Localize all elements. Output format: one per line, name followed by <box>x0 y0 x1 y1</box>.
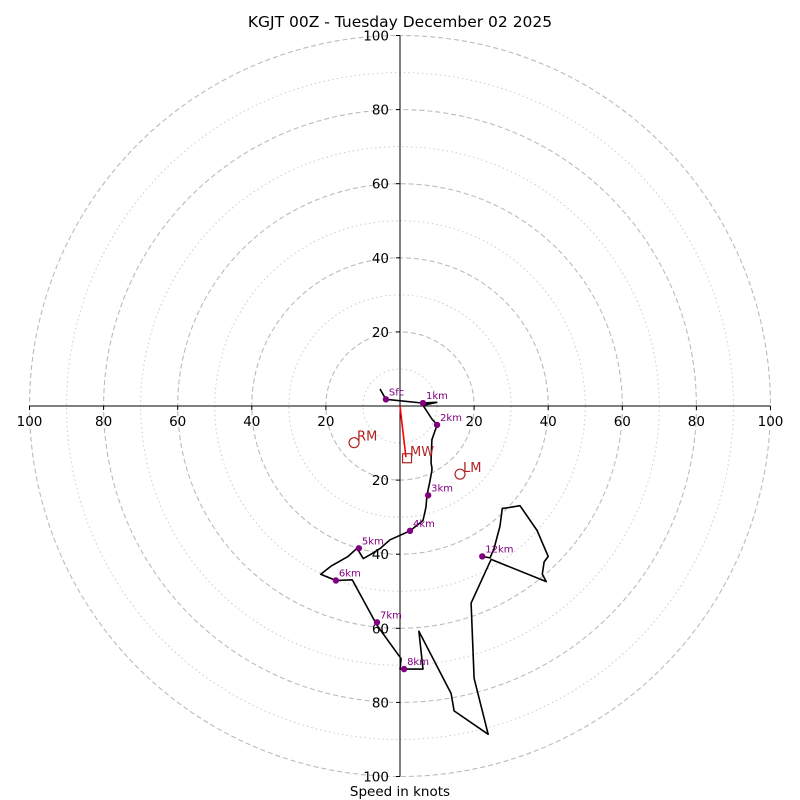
x-tick-label: 80 <box>95 414 112 430</box>
storm-motion-circle-marker <box>454 468 466 480</box>
height-marker-dot <box>424 492 432 499</box>
y-tick-label: 40 <box>372 251 389 267</box>
x-axis-label: Speed in knots <box>350 784 450 800</box>
height-marker-label: 8km <box>407 657 429 668</box>
shear-vector-layer <box>399 405 407 458</box>
storm-motion-label: LM <box>463 461 481 476</box>
y-tick-label: 80 <box>372 695 389 711</box>
storm-motion-label: MW <box>410 445 434 460</box>
tick-labels: 100 80 60 40 20 20 40 60 80 100100806040202040608… <box>17 29 784 786</box>
height-marker-dot <box>419 399 427 407</box>
x-tick-label: 40 <box>243 414 260 430</box>
x-tick-label: 60 <box>169 414 186 430</box>
x-tick-label: 80 <box>688 414 705 430</box>
x-tick-label: 40 <box>540 414 557 430</box>
x-tick-label: 20 <box>317 414 334 430</box>
storm-motion-square-marker <box>401 453 413 464</box>
height-marker-label: Sfc <box>389 387 404 398</box>
y-tick-label: 60 <box>372 177 389 193</box>
storm-motion-circle-marker <box>348 437 360 449</box>
height-marker-label: 2km <box>440 413 462 424</box>
y-tick-label: 100 <box>363 770 389 786</box>
height-marker-dot <box>332 577 340 584</box>
height-marker-label: 12km <box>485 544 513 555</box>
height-marker-label: 6km <box>339 569 361 580</box>
height-marker-label: 4km <box>413 519 435 530</box>
wind-trace <box>319 388 550 736</box>
x-tick-label: 20 <box>466 414 483 430</box>
height-marker-dot <box>479 553 486 560</box>
y-tick-label: 20 <box>372 473 389 489</box>
x-tick-label: 60 <box>614 414 631 430</box>
storm-motion-label: RM <box>357 430 377 445</box>
hodograph-trace-line <box>319 388 550 736</box>
height-marker-dot <box>373 619 381 626</box>
y-tick-label: 100 <box>363 29 389 45</box>
height-marker-dot <box>355 545 363 552</box>
chart-title: KGJT 00Z - Tuesday December 02 2025 <box>248 13 552 31</box>
height-marker-dot <box>433 421 441 429</box>
height-marker-label: 5km <box>362 536 384 547</box>
height-marker-dot <box>382 396 390 403</box>
y-tick-label: 40 <box>372 547 389 563</box>
x-tick-label: 100 <box>758 414 784 430</box>
y-tick-label: 80 <box>372 103 389 119</box>
height-marker-label: 7km <box>380 610 402 621</box>
x-tick-label: 100 <box>17 414 43 430</box>
height-marker-label: 1km <box>426 391 448 402</box>
height-marker-label: 3km <box>431 483 453 494</box>
storm-motion-markers: RM LM MW <box>348 430 481 480</box>
y-tick-label: 20 <box>372 325 389 341</box>
height-markers: Sfc 1km 2km 3km 4km 5km 6km 7km 8km 12km <box>332 387 514 673</box>
shear-vector-line <box>399 405 407 458</box>
height-marker-dot <box>400 665 408 673</box>
height-marker-dot <box>406 527 414 535</box>
